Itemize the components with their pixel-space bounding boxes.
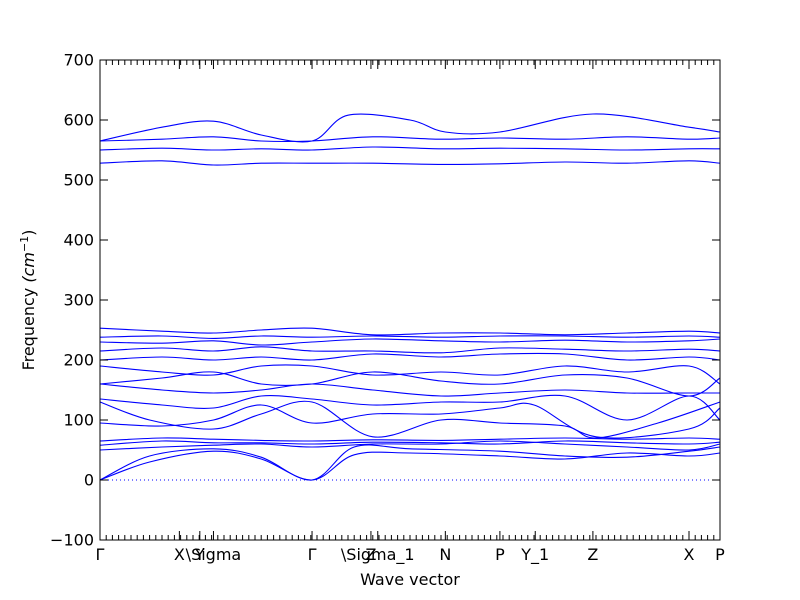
x-axis-label: Wave vector [360, 570, 460, 589]
x-tick-label: X [684, 545, 695, 564]
y-axis-label: Frequency (cm−1) [18, 230, 38, 371]
band-line-8 [99, 394, 721, 421]
x-tick-label: Γ [96, 545, 105, 564]
y-tick-label: 300 [63, 291, 94, 310]
band-line-19 [99, 136, 721, 143]
band-line-6 [99, 400, 721, 439]
band-line-4 [99, 440, 721, 446]
band-line-13 [99, 346, 721, 354]
band-line-9 [99, 383, 720, 397]
x-tick-label: Γ [308, 545, 317, 564]
y-tick-label: 0 [84, 471, 94, 490]
plot-frame [99, 59, 721, 541]
band-line-2 [99, 444, 721, 481]
band-line-7 [99, 402, 721, 439]
y-tick-label: 400 [63, 231, 94, 250]
x-tick-label: Z [365, 545, 376, 564]
band-line-15 [99, 335, 721, 339]
band-line-10 [99, 371, 721, 397]
x-tick-label: Z [587, 545, 598, 564]
y-tick-label: 500 [63, 171, 94, 190]
band-line-5 [99, 437, 721, 442]
y-tick-label: −100 [50, 531, 94, 550]
y-tick-label: 200 [63, 351, 94, 370]
y-axis-label-unit: (cm [19, 252, 38, 283]
x-axis-ticks: Γ X Y\Sigma Γ Z\Sigma_1 N P Y_1 Z X P [96, 60, 725, 565]
x-tick-label: Y_1 [520, 545, 549, 565]
x-tick-label: X [174, 545, 185, 564]
y-tick-label: 700 [63, 51, 94, 70]
band-line-3 [99, 440, 721, 451]
band-line-17 [99, 160, 721, 166]
x-tick-label: Y [194, 545, 205, 564]
y-axis-label-main: Frequency [19, 283, 38, 371]
x-tick-label: P [715, 545, 725, 564]
x-tick-label: \Sigma_1 [341, 545, 415, 565]
band-line-12 [99, 352, 721, 361]
band-line-16 [99, 327, 721, 336]
x-tick-label: \Sigma [186, 545, 242, 564]
band-line-18 [99, 146, 721, 151]
y-tick-label: 600 [63, 111, 94, 130]
x-tick-label: N [439, 545, 451, 564]
band-line-14 [99, 338, 721, 346]
y-axis-label-close: ) [19, 230, 38, 236]
band-line-1 [99, 450, 721, 481]
y-axis-ticks: −100 0 100 200 300 400 500 600 700 [50, 51, 720, 550]
y-axis-label-exponent: −1 [18, 236, 31, 252]
y-tick-label: 100 [63, 411, 94, 430]
x-tick-label: P [495, 545, 505, 564]
band-lines [99, 113, 721, 481]
band-line-20 [99, 113, 721, 143]
band-line-11 [99, 364, 721, 385]
